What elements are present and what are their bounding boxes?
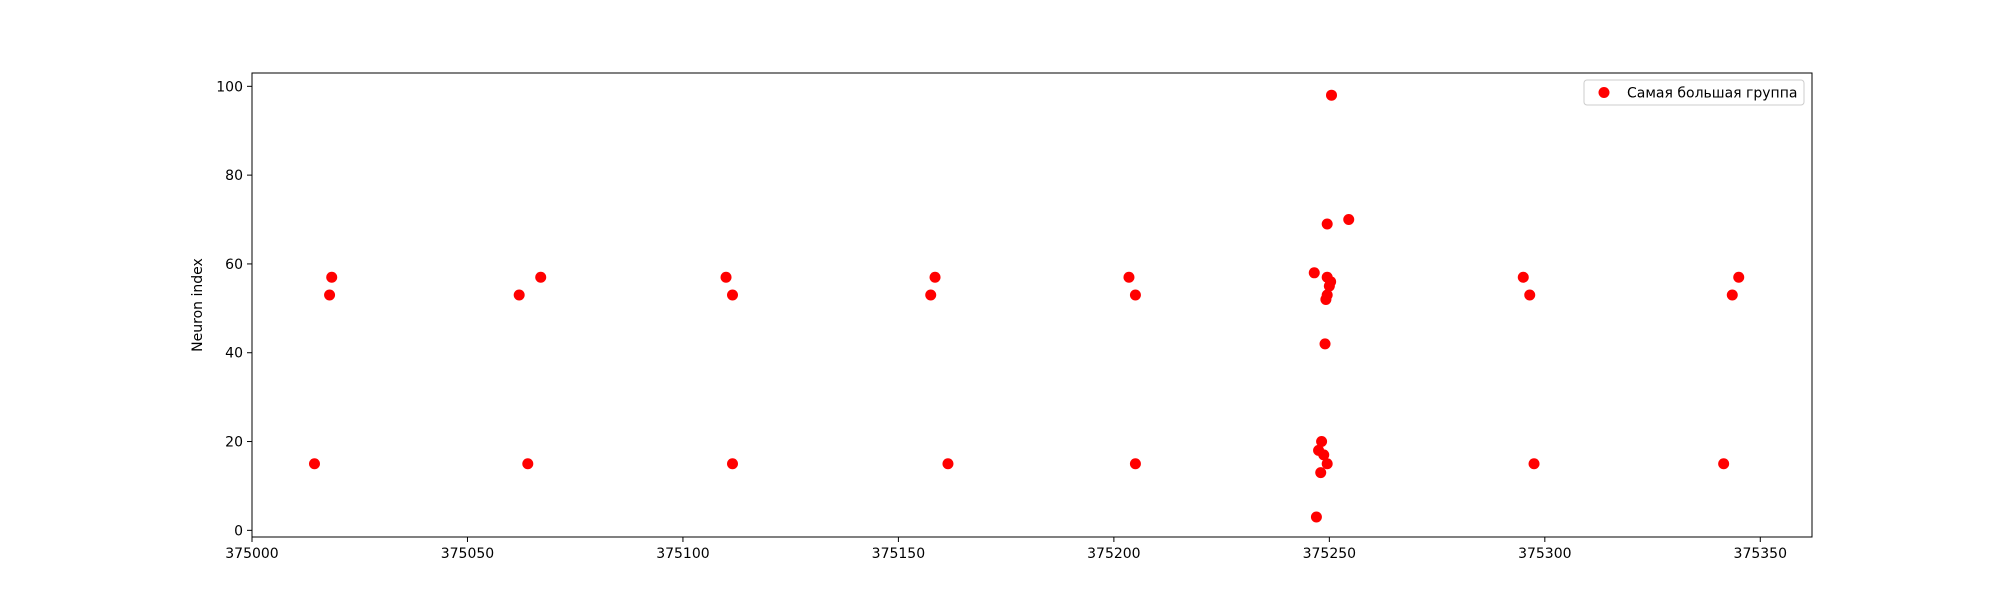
x-tick-label: 375100	[656, 546, 709, 562]
data-point	[1308, 267, 1320, 279]
data-point	[513, 289, 525, 301]
x-tick-label: 375000	[225, 546, 278, 562]
data-point	[324, 289, 336, 301]
data-point	[308, 458, 320, 470]
data-point	[1517, 271, 1529, 283]
y-tick-label: 0	[234, 523, 243, 539]
data-point	[726, 458, 738, 470]
data-point	[326, 271, 338, 283]
y-tick-label: 40	[225, 346, 243, 362]
data-point	[1310, 511, 1322, 523]
data-point	[929, 271, 941, 283]
data-point	[726, 289, 738, 301]
legend-entry-label: Самая большая группа	[1627, 86, 1797, 102]
y-tick-label: 20	[225, 435, 243, 451]
data-point	[925, 289, 937, 301]
data-point	[1326, 89, 1338, 101]
data-point	[1321, 458, 1333, 470]
data-point	[1524, 289, 1536, 301]
legend: Самая большая группа	[1583, 79, 1805, 106]
x-tick-label: 375250	[1303, 546, 1356, 562]
data-point	[1528, 458, 1540, 470]
data-point	[1726, 289, 1738, 301]
x-tick-label: 375200	[1087, 546, 1140, 562]
data-point	[1318, 449, 1330, 461]
data-point	[942, 458, 954, 470]
data-point	[1718, 458, 1730, 470]
data-point	[720, 271, 732, 283]
legend-box	[1583, 79, 1805, 106]
data-point	[1315, 467, 1327, 479]
legend-marker	[1598, 87, 1610, 98]
x-tick-label: 375300	[1518, 546, 1571, 562]
data-point	[1129, 458, 1141, 470]
data-point	[1321, 218, 1333, 230]
y-tick-label: 60	[225, 257, 243, 273]
data-point	[1325, 276, 1337, 288]
data-point	[522, 458, 534, 470]
data-point	[535, 271, 547, 283]
x-tick-label: 375050	[441, 546, 494, 562]
plot-area-frame	[251, 72, 1813, 538]
x-tick-label: 375150	[872, 546, 925, 562]
data-point	[1321, 289, 1333, 301]
y-tick-label: 80	[225, 168, 243, 184]
data-point	[1343, 214, 1355, 226]
y-axis-label: Neuron index	[190, 258, 206, 352]
data-points	[308, 89, 1745, 523]
data-point	[1733, 271, 1745, 283]
x-axis: 375000 375050 375100 375150 375200 375250 3753…	[225, 537, 1787, 562]
data-point	[1316, 436, 1328, 448]
data-point	[1123, 271, 1135, 283]
data-point	[1129, 289, 1141, 301]
x-tick-label: 375350	[1734, 546, 1787, 562]
data-point	[1319, 338, 1331, 350]
y-axis: 0 20 40 60 80 100	[216, 79, 252, 539]
y-tick-label: 100	[216, 79, 243, 95]
